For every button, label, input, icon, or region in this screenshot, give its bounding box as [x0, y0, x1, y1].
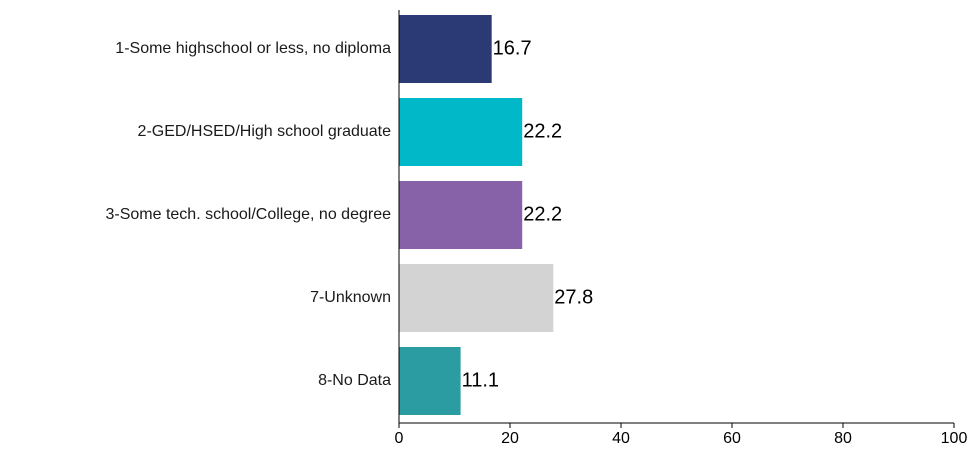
category-label: 1-Some highschool or less, no diploma: [115, 40, 391, 57]
value-label: 16.7: [493, 37, 532, 59]
x-tick-label: 60: [723, 430, 741, 447]
bar: [399, 347, 461, 415]
category-label: 3-Some tech. school/College, no degree: [105, 206, 391, 223]
x-tick-label: 20: [501, 430, 519, 447]
x-tick-label: 40: [612, 430, 630, 447]
value-labels-group: 16.7 22.2 22.2 27.8 11.1: [462, 37, 594, 391]
category-label: 8-No Data: [318, 372, 391, 389]
value-label: 27.8: [554, 286, 593, 308]
value-label: 22.2: [523, 120, 562, 142]
bar: [399, 98, 523, 166]
bars-group: [399, 15, 554, 415]
value-label: 22.2: [523, 203, 562, 225]
x-tick-label: 80: [834, 430, 852, 447]
bar: [399, 264, 554, 332]
category-labels-group: 1-Some highschool or less, no diploma 2-G…: [105, 40, 391, 389]
value-label: 11.1: [462, 369, 499, 391]
category-label: 2-GED/HSED/High school graduate: [138, 123, 392, 140]
bar: [399, 181, 523, 249]
category-label: 7-Unknown: [310, 289, 391, 306]
bar: [399, 15, 492, 83]
x-tick-label: 100: [941, 430, 968, 447]
x-tick-label: 0: [395, 430, 404, 447]
x-ticks-group: 0 20 40 60 80 100: [395, 423, 968, 447]
